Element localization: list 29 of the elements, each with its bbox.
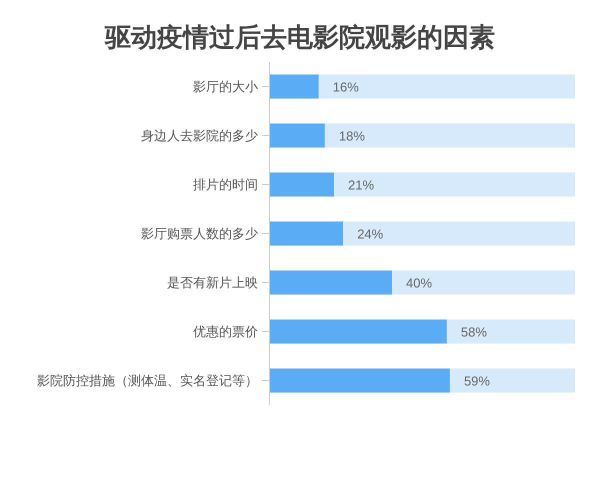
y-tick-label: 是否有新片上映 [167, 275, 258, 290]
data-label: 24% [357, 226, 384, 242]
bar [270, 368, 450, 392]
title: 驱动疫情过后去电影院观影的因素 [105, 22, 495, 52]
y-tick-label: 排片的时间 [193, 177, 258, 192]
bar [270, 270, 392, 294]
y-tick-label: 身边人去影院的多少 [141, 128, 258, 143]
bar [343, 222, 575, 246]
bar [270, 172, 334, 196]
bar [334, 172, 575, 196]
bar [324, 124, 575, 148]
y-tick-label: 影厅的大小 [193, 79, 258, 94]
data-label: 18% [338, 128, 366, 144]
y-tick-label: 影院防控措施（测体温、实名登记等） [37, 373, 258, 388]
bar [270, 74, 319, 98]
bar [270, 320, 447, 344]
bar [392, 270, 575, 294]
bar [446, 320, 575, 344]
bar [450, 368, 575, 392]
data-label: 21% [348, 178, 375, 192]
data-label: 16% [332, 80, 360, 94]
y-tick-label: 影厅购票人数的多少 [141, 226, 258, 241]
bar [318, 74, 575, 98]
data-label: 40% [406, 276, 432, 290]
bar [270, 222, 344, 246]
y-tick-label: 优惠的票价 [193, 324, 258, 339]
bar [270, 124, 325, 148]
data-label: 59% [464, 374, 490, 388]
data-label: 58% [460, 324, 488, 340]
